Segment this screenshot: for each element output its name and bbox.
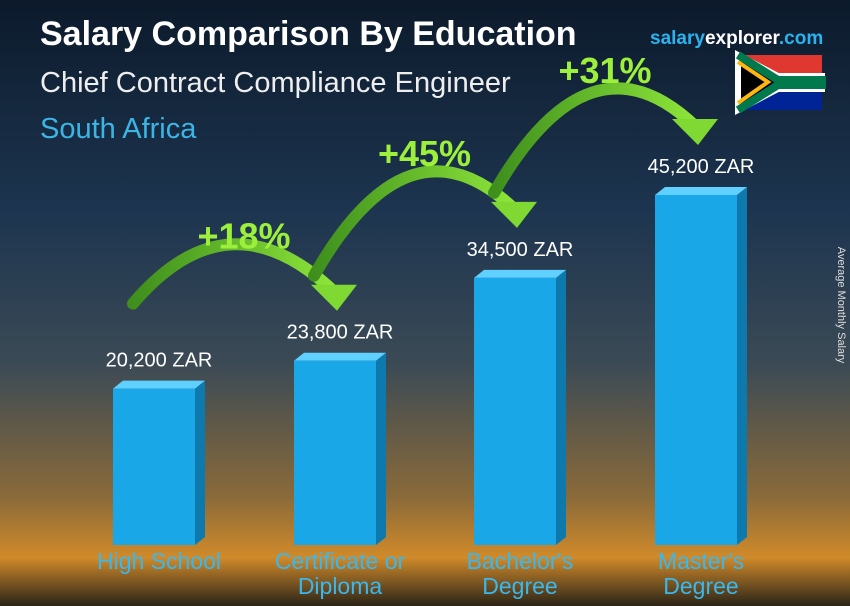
arrow <box>308 165 521 282</box>
bar-side <box>376 352 386 545</box>
arrow <box>488 82 702 199</box>
value-label: 34,500 ZAR <box>467 239 574 261</box>
bar-side <box>195 380 205 545</box>
arrow <box>127 238 341 310</box>
value-label: 20,200 ZAR <box>106 350 213 372</box>
y-axis-label: Average Monthly Salary <box>835 247 847 364</box>
bar <box>113 388 195 545</box>
brand-salary: salary <box>650 28 705 49</box>
bar-top <box>655 187 747 195</box>
arrow-head <box>491 201 537 228</box>
arrow-head <box>311 284 357 311</box>
arrow-head <box>672 119 718 145</box>
bar <box>474 277 556 545</box>
x-tick-label: Bachelor's Degree <box>466 548 574 599</box>
brand: salaryexplorer.com <box>650 28 823 49</box>
value-label: 45,200 ZAR <box>648 156 755 178</box>
location: South Africa <box>40 113 197 145</box>
bar-top <box>474 269 566 278</box>
percent-change: +31% <box>558 50 651 91</box>
x-tick-label: High School <box>96 548 222 574</box>
bar <box>294 360 376 545</box>
chart-subtitle: Chief Contract Compliance Engineer <box>40 67 511 99</box>
percent-change: +45% <box>378 133 471 174</box>
percent-change: +18% <box>197 216 290 257</box>
chart-title: Salary Comparison By Education <box>40 15 577 53</box>
value-label: 23,800 ZAR <box>287 322 394 344</box>
bar <box>655 195 737 545</box>
x-tick-label: Master's Degree <box>657 548 745 599</box>
bar-side <box>556 269 566 545</box>
x-tick-label: Certificate or Diploma <box>274 548 406 599</box>
bar-top <box>113 380 205 389</box>
bar-side <box>737 187 747 545</box>
bar-top <box>294 352 386 361</box>
brand-explorer: explorer <box>705 28 781 49</box>
brand-com: .com <box>779 28 823 49</box>
flag <box>735 50 826 115</box>
